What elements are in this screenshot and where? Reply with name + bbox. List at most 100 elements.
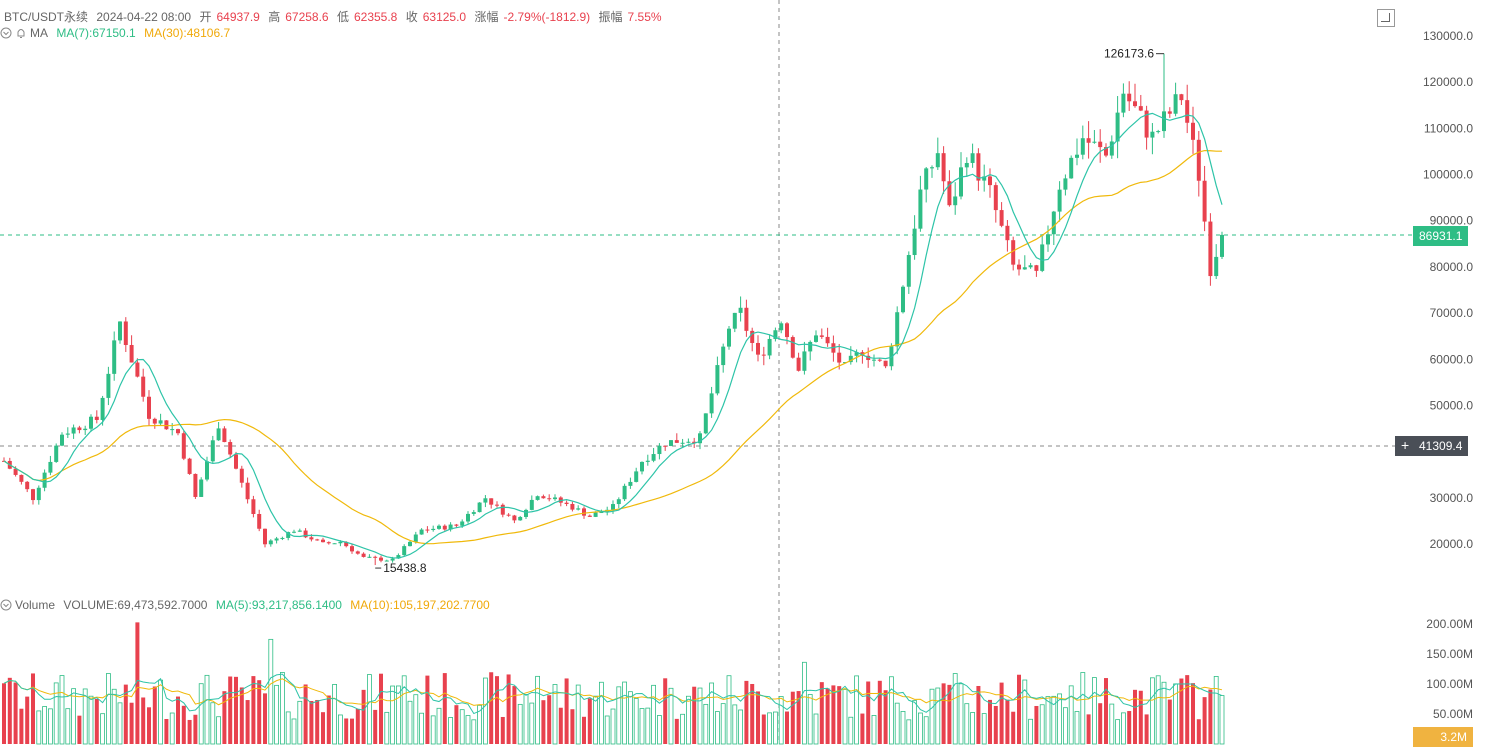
candle-body — [785, 323, 789, 338]
candle-body — [599, 512, 604, 514]
candle-body — [686, 441, 691, 443]
volume-bar — [1086, 714, 1091, 744]
volume-bar — [1022, 679, 1028, 745]
price-axis-label: 110000.0 — [1424, 121, 1473, 135]
volume-bar — [1098, 703, 1103, 744]
volume-bar — [366, 674, 372, 745]
candle-body — [251, 499, 256, 514]
volume-bar — [523, 694, 529, 745]
volume-bar — [831, 685, 836, 744]
candle-body — [576, 508, 581, 510]
volume-bar — [436, 707, 442, 745]
volume-bar — [866, 681, 871, 744]
candle-body — [390, 558, 395, 561]
volume-bar — [854, 675, 859, 745]
candle-body — [234, 454, 238, 469]
candle-body — [663, 445, 668, 447]
candle-body — [651, 454, 656, 461]
candle-body — [471, 512, 476, 514]
candle-body — [640, 461, 644, 472]
volume-bar — [726, 675, 732, 745]
volume-bar — [465, 715, 471, 745]
candle-body — [732, 312, 737, 329]
volume-bar — [1068, 685, 1074, 745]
candle-body — [767, 338, 772, 356]
candle-body — [1063, 178, 1068, 190]
candle-body — [854, 352, 859, 356]
volume-bar — [390, 685, 396, 745]
plus-icon[interactable]: + — [1401, 437, 1410, 453]
candle-body — [326, 542, 331, 544]
candle-body — [332, 543, 337, 545]
ma-legend: MA MA(7):67150.1 MA(30):48106.7 — [0, 26, 235, 40]
volume-bar — [1005, 699, 1010, 744]
candle-body — [106, 373, 111, 398]
volume-bar — [1133, 689, 1137, 744]
fullscreen-button[interactable] — [1377, 9, 1395, 27]
candle-body — [448, 524, 453, 530]
volume-bar — [564, 678, 569, 744]
candle-body — [582, 508, 586, 516]
volume-label: Volume — [15, 598, 56, 612]
candle-body — [1185, 100, 1190, 123]
candle-body — [1017, 264, 1021, 270]
candle-body — [19, 474, 24, 482]
collapse-icon[interactable] — [0, 599, 12, 611]
candle-body — [593, 512, 598, 517]
candle-body — [65, 433, 70, 435]
price-axis-label: 50000.0 — [1430, 398, 1474, 412]
volume-bar — [796, 691, 801, 744]
candle-body — [541, 496, 546, 499]
high-value: 67258.6 — [285, 10, 329, 24]
candle-body — [245, 482, 250, 500]
candle-body — [483, 498, 488, 503]
candle-body — [709, 393, 714, 414]
candle-body — [959, 167, 963, 197]
candle-body — [60, 434, 64, 446]
candle-body — [118, 321, 122, 341]
candle-body — [1086, 138, 1091, 143]
volume-bar — [350, 718, 354, 744]
candle-body — [158, 420, 163, 424]
volume-bar — [477, 704, 483, 745]
volume-bar — [413, 694, 419, 745]
volume-bar — [395, 685, 401, 745]
volume-bar — [315, 699, 320, 744]
volume-bar — [321, 712, 325, 744]
candle-body — [611, 504, 615, 510]
volume-bar — [1127, 711, 1132, 744]
volume-bar — [1150, 677, 1155, 745]
volume-bar — [813, 713, 819, 745]
candle-body — [1040, 244, 1045, 271]
candle-body — [756, 342, 760, 355]
price-axis-label: 130000.0 — [1423, 29, 1473, 43]
candle-body — [129, 345, 134, 363]
volume-bar — [715, 711, 720, 745]
candle-body — [1196, 139, 1201, 181]
open-label: 开 — [199, 10, 212, 24]
volume-bar — [512, 686, 517, 744]
volume-bar — [639, 708, 645, 745]
collapse-icon[interactable] — [0, 27, 12, 39]
bell-icon[interactable] — [15, 27, 27, 39]
candle-body — [796, 357, 801, 371]
volume-bar — [257, 680, 262, 744]
volume-bar — [2, 683, 6, 744]
candle-body — [669, 440, 673, 446]
ma30-value: MA(30):48106.7 — [144, 26, 231, 40]
volume-bar — [541, 700, 546, 744]
candle-body — [506, 514, 511, 516]
candle-body — [408, 541, 412, 547]
volume-bar — [709, 682, 714, 745]
volume-ma10-value: MA(10):105,197,202.7700 — [350, 598, 490, 612]
candle-body — [402, 546, 407, 556]
volume-bar — [279, 672, 285, 745]
volume-bar — [181, 705, 186, 744]
candle-body — [535, 496, 540, 500]
candle-body — [808, 341, 813, 352]
volume-bar — [176, 696, 180, 744]
volume-bar — [129, 702, 134, 744]
price-axis-label: 90000.0 — [1430, 214, 1474, 228]
volume-axis-label: 100.00M — [1426, 677, 1473, 691]
